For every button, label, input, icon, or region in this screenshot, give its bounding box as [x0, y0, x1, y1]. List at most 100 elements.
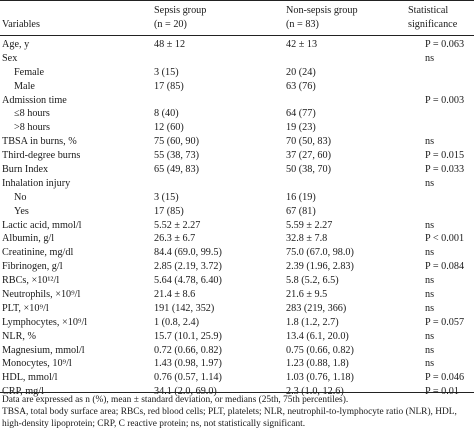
row-label: Neutrophils, ×10⁹/l: [2, 289, 81, 301]
table-row: Albumin, g/l 26.3 ± 6.7 32.8 ± 7.8 P < 0.00…: [0, 232, 474, 246]
cell-significance: ns: [425, 344, 435, 356]
cell-significance: P = 0.063: [425, 39, 465, 50]
cell-nonsepsis: 50 (38, 70): [286, 164, 331, 176]
row-label: Age, y: [2, 39, 30, 50]
table-row: Lactic acid, mmol/l 5.52 ± 2.27 5.59 ± 2.2…: [0, 219, 474, 233]
row-label: CRP, mg/l: [2, 386, 44, 398]
row-label: HDL, mmol/l: [2, 372, 58, 384]
cell-sepsis: 17 (85): [154, 205, 184, 217]
cell-sepsis: 17 (85): [154, 80, 184, 92]
cell-significance: ns: [425, 289, 435, 301]
cell-sepsis: 191 (142, 352): [154, 302, 215, 314]
table-row: Female 3 (15) 20 (24): [0, 66, 474, 80]
table-row: Inhalation injury ns: [0, 177, 474, 191]
cell-nonsepsis: 13.4 (6.1, 20.0): [286, 330, 349, 342]
table-row: Burn Index 65 (49, 83) 50 (38, 70) P = 0.03…: [0, 163, 474, 177]
cell-sepsis: 65 (49, 83): [154, 164, 199, 176]
row-label: Admission time: [2, 94, 67, 106]
table-row: Admission time P = 0.003: [0, 94, 474, 108]
cell-significance: ns: [425, 302, 435, 314]
cell-sepsis: 75 (60, 90): [154, 136, 199, 148]
cell-nonsepsis: 42 ± 13: [286, 39, 318, 50]
row-label: >8 hours: [14, 122, 51, 134]
cell-nonsepsis: 37 (27, 60): [286, 150, 331, 162]
table-row: NLR, % 15.7 (10.1, 25.9) 13.4 (6.1, 20.0) n…: [0, 330, 474, 344]
row-label: Lactic acid, mmol/l: [2, 219, 82, 231]
row-label: TBSA in burns, %: [2, 136, 77, 148]
table-row: No 3 (15) 16 (19): [0, 191, 474, 205]
cell-significance: P = 0.033: [425, 164, 465, 176]
cell-nonsepsis: 2.39 (1.96, 2.83): [286, 261, 354, 273]
cell-nonsepsis: 1.03 (0.76, 1.18): [286, 372, 354, 384]
table-row: RBCs, ×10¹²/l 5.64 (4.78, 6.40) 5.8 (5.2, …: [0, 274, 474, 288]
header-sepsis-n: (n = 20): [154, 19, 187, 30]
row-label: Third-degree burns: [2, 150, 81, 162]
table-row: Fibrinogen, g/l 2.85 (2.19, 3.72) 2.39 (1.…: [0, 260, 474, 274]
row-label: Sex: [2, 52, 18, 64]
table-row: Male 17 (85) 63 (76): [0, 80, 474, 94]
table-row: PLT, ×10⁹/l 191 (142, 352) 283 (219, 366) n…: [0, 302, 474, 316]
table-row: HDL, mmol/l 0.76 (0.57, 1.14) 1.03 (0.76, …: [0, 371, 474, 385]
cell-sepsis: 15.7 (10.1, 25.9): [154, 330, 222, 342]
cell-nonsepsis: 0.75 (0.66, 0.82): [286, 344, 354, 356]
cell-nonsepsis: 2.3 (1.0, 12.6): [286, 386, 344, 398]
header-significance-line2: significance: [408, 19, 458, 30]
cell-significance: ns: [425, 247, 435, 259]
table-row: Creatinine, mg/dl 84.4 (69.0, 99.5) 75.0 (…: [0, 246, 474, 260]
cell-nonsepsis: 63 (76): [286, 80, 316, 92]
cell-sepsis: 8 (40): [154, 108, 179, 120]
header-sepsis-group: Sepsis group: [154, 5, 207, 16]
cell-sepsis: 3 (15): [154, 66, 179, 78]
table-row: Lymphocytes, ×10⁹/l 1 (0.8, 2.4) 1.8 (1.2,…: [0, 316, 474, 330]
table-row: TBSA in burns, % 75 (60, 90) 70 (50, 83) ns: [0, 135, 474, 149]
cell-significance: P = 0.003: [425, 94, 465, 106]
row-label: Albumin, g/l: [2, 233, 55, 245]
cell-sepsis: 2.85 (2.19, 3.72): [154, 261, 222, 273]
cell-sepsis: 0.76 (0.57, 1.14): [154, 372, 222, 384]
table-row: >8 hours 12 (60) 19 (23): [0, 121, 474, 135]
row-label: Monocytes, 10⁹/l: [2, 358, 72, 370]
header-variables: Variables: [2, 19, 40, 30]
row-label: NLR, %: [2, 330, 36, 342]
table-body: Age, y 48 ± 12 42 ± 13 P = 0.063 Sex ns Female…: [0, 38, 474, 399]
table-row: CRP, mg/l 34.1 (2.0, 69.0) 2.3 (1.0, 12.6)…: [0, 385, 474, 399]
table-row: Third-degree burns 55 (38, 73) 37 (27, 60)…: [0, 149, 474, 163]
cell-nonsepsis: 20 (24): [286, 66, 316, 78]
row-label: Fibrinogen, g/l: [2, 261, 63, 273]
footnote-line: TBSA, total body surface area; RBCs, red…: [2, 407, 457, 417]
table-row: Yes 17 (85) 67 (81): [0, 205, 474, 219]
cell-significance: P = 0.015: [425, 150, 465, 162]
table-row: ≤8 hours 8 (40) 64 (77): [0, 107, 474, 121]
cell-significance: ns: [425, 275, 435, 287]
footnote-line: Data are expressed as n (%), mean ± stan…: [2, 395, 349, 405]
row-label: PLT, ×10⁹/l: [2, 302, 49, 314]
row-label: Creatinine, mg/dl: [2, 247, 74, 259]
cell-sepsis: 5.52 ± 2.27: [154, 219, 201, 231]
cell-significance: P = 0.057: [425, 316, 465, 328]
cell-sepsis: 84.4 (69.0, 99.5): [154, 247, 222, 259]
cell-nonsepsis: 19 (23): [286, 122, 316, 134]
table-row: Neutrophils, ×10⁹/l 21.4 ± 8.6 21.6 ± 9.5 n…: [0, 288, 474, 302]
cell-sepsis: 12 (60): [154, 122, 184, 134]
cell-nonsepsis: 64 (77): [286, 108, 316, 120]
cell-nonsepsis: 283 (219, 366): [286, 302, 347, 314]
table-row: Monocytes, 10⁹/l 1.43 (0.98, 1.97) 1.23 (0…: [0, 357, 474, 371]
header-nonsepsis-n: (n = 83): [286, 19, 319, 30]
cell-nonsepsis: 70 (50, 83): [286, 136, 331, 148]
cell-significance: P < 0.001: [425, 233, 465, 245]
cell-nonsepsis: 21.6 ± 9.5: [286, 289, 328, 301]
cell-significance: P = 0.01: [425, 386, 459, 398]
cell-significance: P = 0.046: [425, 372, 465, 384]
cell-significance: ns: [425, 330, 435, 342]
row-label: Inhalation injury: [2, 177, 71, 189]
cell-nonsepsis: 32.8 ± 7.8: [286, 233, 328, 245]
cell-nonsepsis: 5.59 ± 2.27: [286, 219, 333, 231]
cell-nonsepsis: 1.8 (1.2, 2.7): [286, 316, 339, 328]
table-row: Sex ns: [0, 52, 474, 66]
cell-nonsepsis: 1.23 (0.88, 1.8): [286, 358, 349, 370]
cell-significance: P = 0.084: [425, 261, 465, 273]
cell-sepsis: 55 (38, 73): [154, 150, 199, 162]
cell-sepsis: 5.64 (4.78, 6.40): [154, 275, 222, 287]
cell-nonsepsis: 67 (81): [286, 205, 316, 217]
row-label: Lymphocytes, ×10⁹/l: [2, 316, 88, 328]
